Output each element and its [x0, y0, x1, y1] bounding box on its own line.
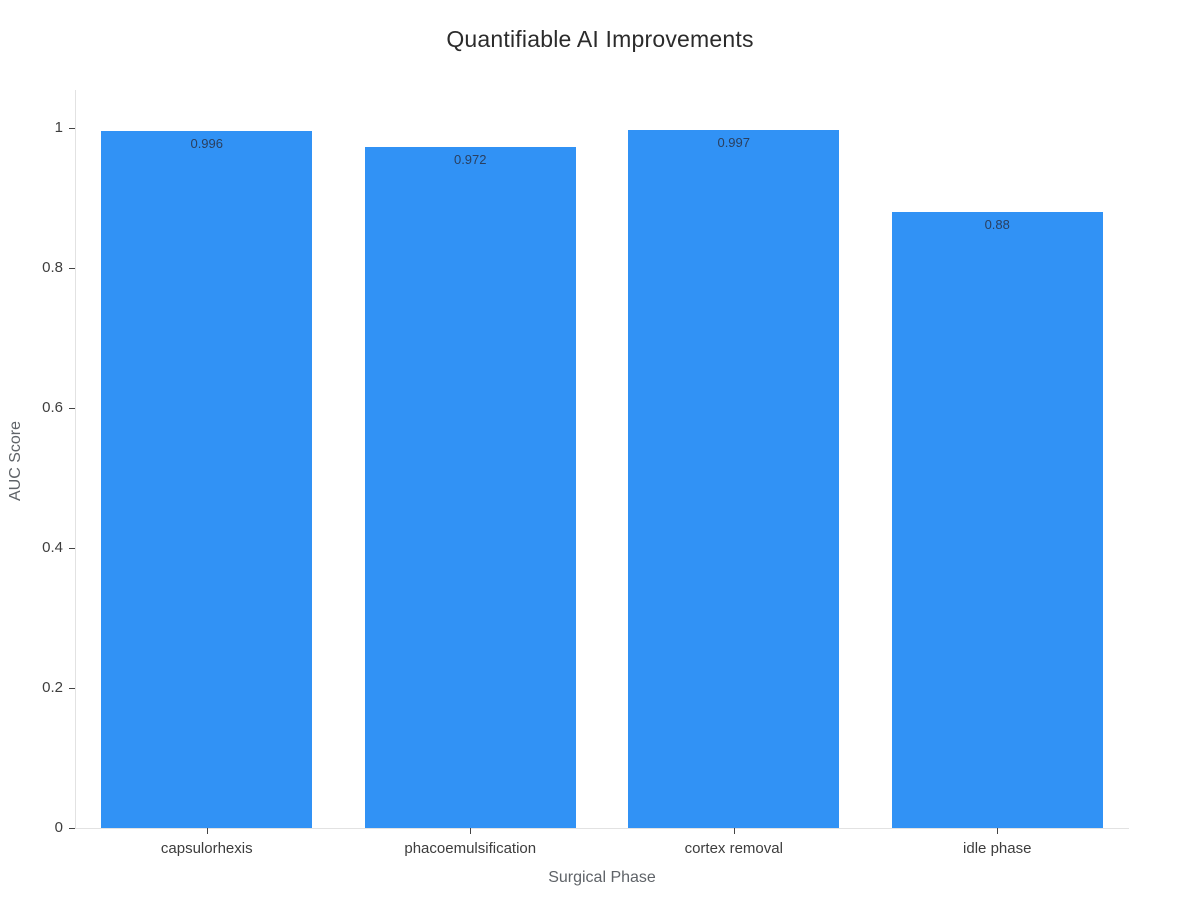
x-tick-mark	[206, 828, 208, 834]
bar-value-label: 0.997	[717, 134, 751, 150]
y-tick-label: 0.8	[42, 258, 63, 276]
y-axis-line	[75, 90, 76, 829]
y-tick-mark	[69, 687, 75, 689]
bar-value-label: 0.996	[190, 135, 224, 151]
x-axis-title: Surgical Phase	[548, 869, 656, 886]
bar-value-label: 0.972	[453, 152, 487, 168]
bar-value-label: 0.88	[984, 216, 1010, 232]
y-tick-label: 0.4	[42, 538, 63, 556]
y-tick-label: 0.6	[42, 398, 63, 416]
y-tick-mark	[69, 828, 75, 829]
y-tick-mark	[69, 407, 75, 409]
x-tick-mark	[470, 828, 472, 834]
bar	[628, 129, 840, 828]
x-axis-line	[75, 828, 1129, 829]
y-tick-mark	[69, 267, 75, 269]
bar	[364, 147, 576, 828]
x-tick-label: phacoemulsification	[404, 840, 537, 857]
y-tick-label: 1	[54, 118, 63, 136]
chart-title: Quantifiable AI Improvements	[446, 26, 754, 52]
bar	[101, 130, 313, 828]
x-tick-mark	[733, 828, 735, 834]
y-tick-mark	[69, 127, 75, 129]
x-tick-label: cortex removal	[684, 840, 783, 857]
x-tick-label: idle phase	[963, 840, 1032, 857]
x-tick-mark	[997, 828, 999, 834]
y-tick-label: 0	[54, 819, 63, 836]
y-tick-mark	[69, 547, 75, 549]
bar	[891, 211, 1103, 828]
y-tick-label: 0.2	[42, 678, 63, 696]
x-tick-label: capsulorhexis	[160, 840, 253, 857]
